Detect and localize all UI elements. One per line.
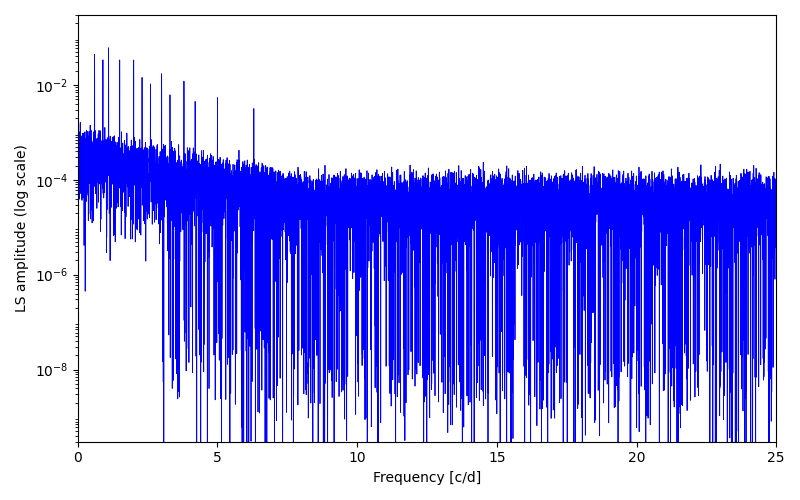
Y-axis label: LS amplitude (log scale): LS amplitude (log scale)	[15, 144, 29, 312]
X-axis label: Frequency [c/d]: Frequency [c/d]	[373, 471, 481, 485]
